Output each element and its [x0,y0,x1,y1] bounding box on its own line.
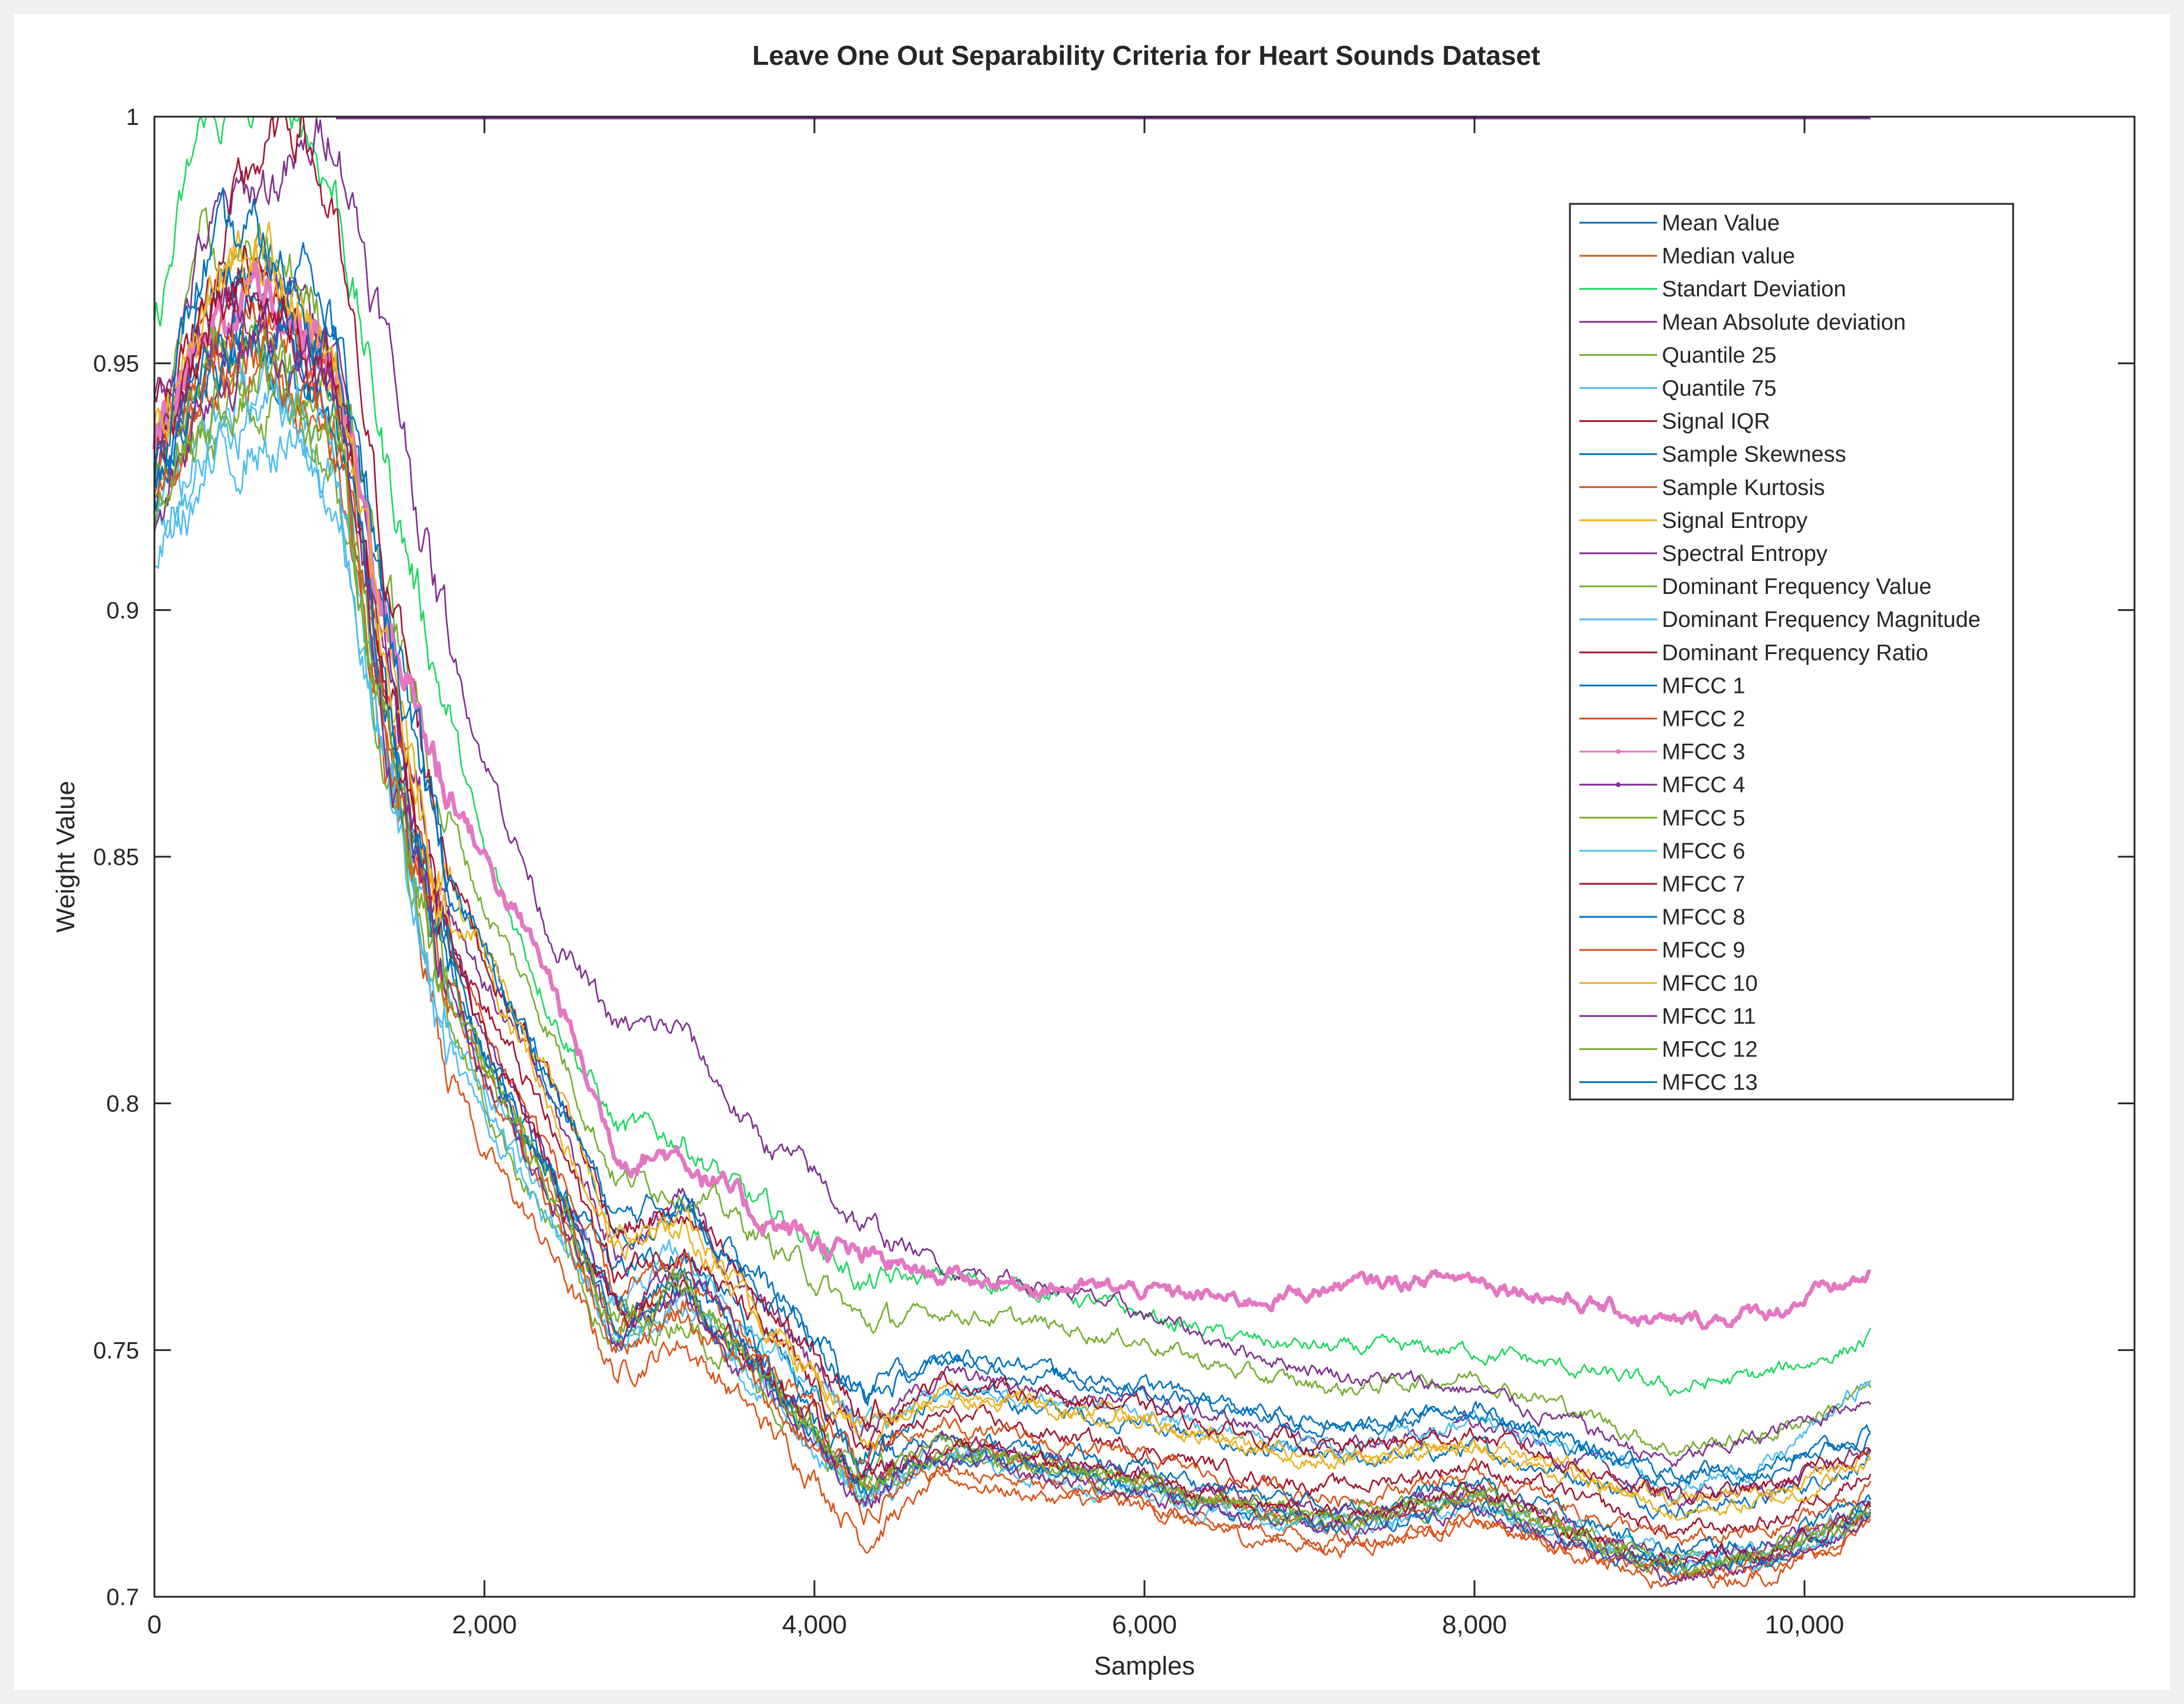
x-tick-label: 2,000 [452,1610,517,1639]
y-tick-label: 0.75 [93,1338,139,1363]
legend-label: MFCC 4 [1662,773,1745,798]
legend-marker [1616,782,1621,787]
y-tick-label: 0.7 [106,1584,139,1610]
legend-label: Signal IQR [1662,410,1770,434]
legend-label: Sample Skewness [1662,442,1846,467]
series-line [153,207,1872,1457]
y-tick-label: 0.9 [106,597,139,623]
legend-label: MFCC 8 [1662,905,1745,930]
legend-label: MFCC 3 [1662,740,1745,765]
x-tick-label: 10,000 [1765,1610,1845,1639]
legend-label: MFCC 7 [1662,872,1745,897]
legend-label: MFCC 12 [1662,1038,1758,1062]
legend-label: Signal Entropy [1662,508,1807,533]
legend-label: Dominant Frequency Ratio [1662,640,1928,665]
plot-frame [153,115,2136,1598]
x-tick-label: 0 [147,1610,161,1639]
legend-label: Mean Absolute deviation [1662,310,1906,335]
series-line [153,256,1872,1508]
y-tick-label: 1 [126,104,139,130]
chart-title: Leave One Out Separability Criteria for … [753,40,1540,71]
series-line [153,187,1871,1488]
legend-label: MFCC 5 [1662,806,1745,831]
series-line [153,340,1871,1577]
legend-label: Quantile 25 [1662,343,1776,368]
legend-label: MFCC 9 [1662,938,1745,963]
legend: Mean Value Median value Standart Deviation… [1569,203,2014,1101]
legend-label: Standart Deviation [1662,277,1846,302]
legend-label: Mean Value [1662,211,1780,236]
legend-label: MFCC 6 [1662,839,1745,864]
y-axis-label: Weight Value [51,781,80,933]
x-tick-label: 4,000 [782,1610,847,1639]
series-line [153,242,1871,1485]
legend-label: Sample Kurtosis [1662,475,1825,500]
legend-label: Quantile 75 [1662,377,1776,401]
series-line [153,278,1872,1570]
series-line [153,305,1872,1586]
legend-marker [1616,749,1621,754]
legend-label: MFCC 13 [1662,1071,1758,1095]
x-axis-label: Samples [1094,1652,1195,1680]
series-line [152,262,1872,1330]
legend-label: MFCC 1 [1662,673,1745,698]
series-line [153,356,1872,1577]
legend-label: MFCC 2 [1662,707,1745,732]
x-tick-label: 6,000 [1112,1610,1177,1639]
axes-layer: 0 2,000 4,000 6,000 8,000 10,000 0.7 0.75 0.8 0.8… [93,104,2134,1639]
legend-label: Spectral Entropy [1662,541,1827,566]
series-line [153,237,1871,1521]
legend-label: MFCC 11 [1662,1004,1756,1029]
y-tick-label: 0.85 [93,844,139,870]
legend-label: Median value [1662,244,1795,269]
series-line [154,280,1872,1546]
legend-label: Dominant Frequency Value [1662,574,1932,599]
legend-label: Dominant Frequency Magnitude [1662,607,1981,632]
legend-label: MFCC 10 [1662,971,1758,996]
x-tick-label: 8,000 [1442,1610,1507,1639]
series-line [153,330,1872,1589]
legend-items: Mean Value Median value Standart Deviation… [1579,211,1981,1095]
y-tick-label: 0.8 [106,1091,139,1117]
series-layer [152,115,1872,1589]
series-line [153,292,1872,1557]
y-tick-label: 0.95 [93,351,139,377]
